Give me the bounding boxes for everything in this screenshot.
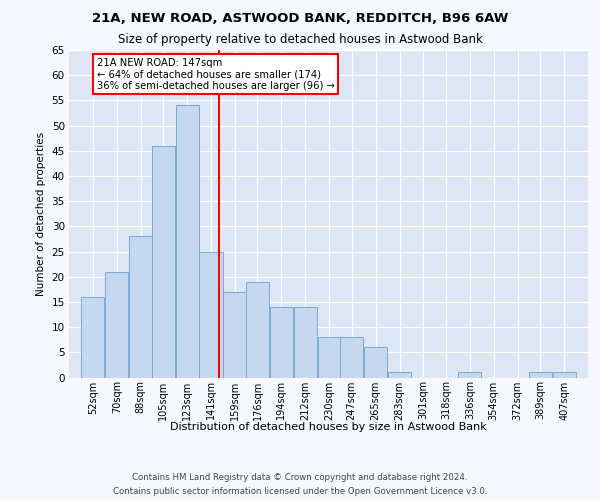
Bar: [223, 292, 247, 378]
Text: Size of property relative to detached houses in Astwood Bank: Size of property relative to detached ho…: [118, 32, 482, 46]
Bar: [317, 337, 341, 378]
Bar: [129, 236, 152, 378]
Bar: [105, 272, 128, 378]
Bar: [82, 297, 104, 378]
Bar: [270, 307, 293, 378]
Bar: [529, 372, 552, 378]
Bar: [176, 106, 199, 378]
Bar: [199, 252, 223, 378]
Text: Contains public sector information licensed under the Open Government Licence v3: Contains public sector information licen…: [113, 488, 487, 496]
Y-axis label: Number of detached properties: Number of detached properties: [36, 132, 46, 296]
Bar: [553, 372, 575, 378]
Text: Distribution of detached houses by size in Astwood Bank: Distribution of detached houses by size …: [170, 422, 487, 432]
Bar: [458, 372, 481, 378]
Bar: [388, 372, 411, 378]
Text: 21A, NEW ROAD, ASTWOOD BANK, REDDITCH, B96 6AW: 21A, NEW ROAD, ASTWOOD BANK, REDDITCH, B…: [92, 12, 508, 26]
Text: 21A NEW ROAD: 147sqm
← 64% of detached houses are smaller (174)
36% of semi-deta: 21A NEW ROAD: 147sqm ← 64% of detached h…: [97, 58, 335, 91]
Bar: [152, 146, 175, 378]
Bar: [293, 307, 317, 378]
Bar: [340, 337, 364, 378]
Text: Contains HM Land Registry data © Crown copyright and database right 2024.: Contains HM Land Registry data © Crown c…: [132, 472, 468, 482]
Bar: [364, 348, 387, 378]
Bar: [246, 282, 269, 378]
